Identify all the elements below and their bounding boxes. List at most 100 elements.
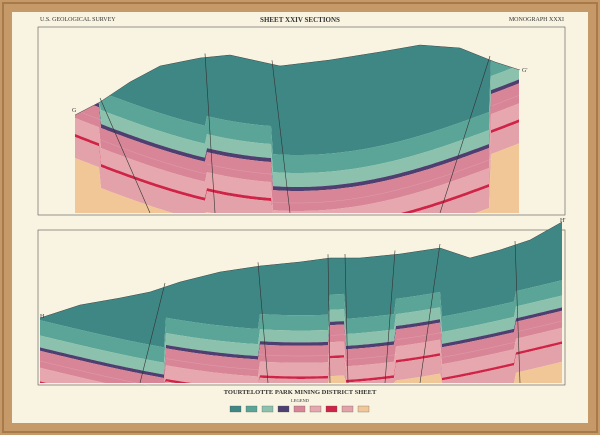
bedding-line [72,368,77,370]
bedding-line [48,362,53,365]
terrain-profile [74,44,521,116]
bedding-line [66,367,71,369]
bedding-line [107,142,112,145]
rock-layer [40,310,562,383]
bedding-line [456,353,461,355]
legend-title: LEGEND [291,398,310,403]
bedding-line [144,384,149,386]
bedding-line [92,116,97,119]
bedding-line [425,180,430,183]
bedding-line [212,165,217,167]
bedding-line [165,358,170,360]
bedding-line [155,159,160,161]
bedding-line [221,167,226,169]
bedding-line [185,168,190,170]
bedding-line [476,163,481,165]
fault-line [139,282,166,384]
rock-layer [40,295,562,375]
bedding-line [426,334,431,336]
bedding-line [101,140,106,142]
bedding-line [383,192,388,194]
bedding-line [95,117,100,120]
bedding-line [470,165,475,167]
bedding-line [182,167,187,170]
bedding-line [518,94,523,96]
bedding-line [368,195,373,197]
bedding-line [486,347,491,349]
bedding-line [74,109,79,112]
legend-swatch [357,405,370,413]
bedding-line [359,197,364,198]
bedding-line [497,102,502,104]
bedding-line [42,361,47,363]
bedding-line [531,327,536,329]
bedding-line [491,104,496,106]
bedding-line [443,174,448,177]
bedding-line [473,164,478,166]
bedding-line [120,379,125,381]
bedding-line [431,178,436,181]
bedding-line [495,345,500,347]
bedding-line [128,150,133,152]
bedding-line [39,360,44,362]
bedding-line [434,177,439,180]
header-left: U.S. GEOLOGICAL SURVEY [40,17,116,23]
fault-line [271,60,291,214]
bedding-line [197,171,202,173]
bedding-line [504,343,509,345]
bedding-line [137,153,142,155]
bedding-line [410,185,415,187]
bedding-line [159,387,164,389]
bedding-line [176,166,181,168]
rock-layer [75,83,519,211]
bedding-line [108,376,113,378]
bedding-line [485,159,490,162]
bedding-line [215,165,220,167]
header-title: SHEET XXIV SECTIONS [260,16,340,24]
bedding-line [479,162,484,164]
bedding-line [450,355,455,356]
bedding-line [506,98,511,101]
bedding-line [57,365,62,367]
bedding-line [60,365,65,367]
bedding-line [482,160,487,163]
fault-line [257,262,269,384]
rock-layer [75,45,519,155]
rock-layer [75,103,519,213]
bedding-line [135,382,140,384]
fault-line [327,254,331,384]
bedding-line [374,194,379,196]
bedding-line [458,169,463,172]
bedding-line [500,101,505,103]
bedding-line [461,168,466,171]
bedding-line [78,370,83,372]
bedding-line [110,143,115,146]
bedding-line [534,326,539,328]
rock-layer [75,122,519,213]
bedding-line [54,364,59,366]
bedding-line [540,325,545,327]
bedding-line [143,155,148,157]
bedding-line [444,356,449,358]
bedding-line [389,190,394,192]
section-label: G' [522,68,527,74]
section-frame [37,229,566,386]
bedding-line [480,348,485,350]
bedding-line [513,341,518,343]
bedding-line [147,385,152,386]
bedding-line [441,356,446,358]
bedding-line [365,195,370,197]
bedding-line [146,156,151,158]
bedding-line [104,141,109,143]
bedding-line [132,382,137,384]
bedding-line [152,158,157,160]
bedding-line [546,323,551,325]
bedding-line [69,367,74,370]
legend-swatch [229,405,242,413]
bedding-line [96,374,101,376]
bedding-line [552,322,557,324]
bedding-line [167,163,172,165]
bedding-line [140,154,145,156]
bedding-line [125,149,130,151]
bedding-line [194,171,199,173]
